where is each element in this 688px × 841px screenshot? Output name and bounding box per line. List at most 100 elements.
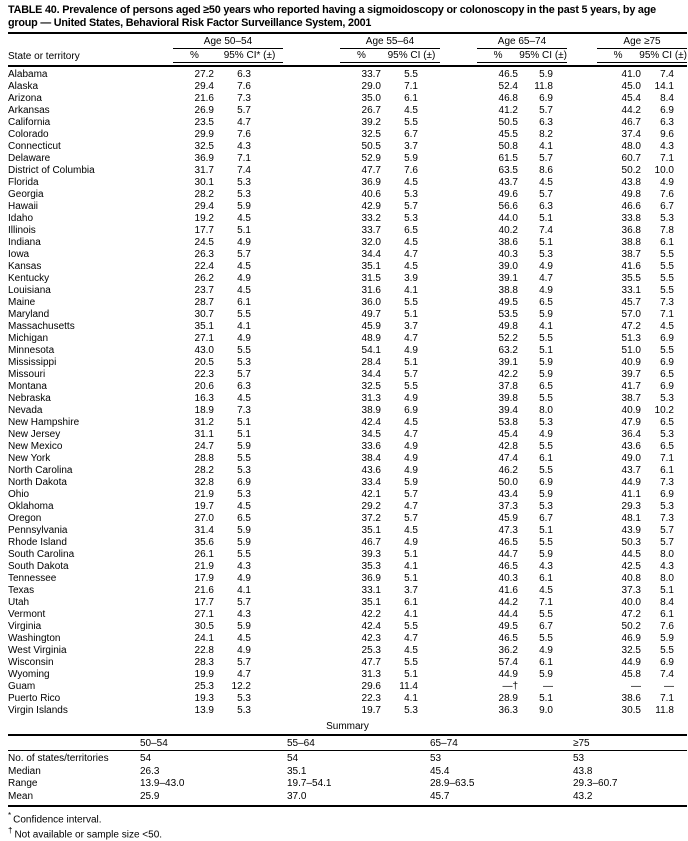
ci-65-74: 5.7	[539, 189, 553, 200]
ci-65-74: 5.3	[539, 417, 553, 428]
ci-50-54: 4.5	[237, 285, 251, 296]
footnote: * Confidence interval.	[8, 810, 687, 825]
state-name: Maine	[8, 297, 36, 308]
table-row: New York 28.8 5.5 38.4 4.9 47.4 6.1 49.0…	[8, 453, 687, 465]
ci-55-64: 4.1	[404, 609, 418, 620]
ci-65-74: 6.5	[539, 381, 553, 392]
summary-value-50-54: 13.9–43.0	[140, 778, 185, 789]
pct-75plus: 38.6	[621, 693, 641, 704]
percent-column-header: %	[493, 50, 503, 61]
ci-50-54: 4.7	[237, 669, 251, 680]
pct-65-74: 50.8	[498, 141, 518, 152]
ci-75plus: 7.4	[660, 69, 674, 80]
pct-65-74: 45.4	[498, 429, 518, 440]
pct-55-64: 32.5	[361, 129, 381, 140]
pct-75plus: 44.5	[621, 549, 641, 560]
summary-value-75plus: 53	[573, 753, 585, 764]
pct-55-64: 29.6	[361, 681, 381, 692]
summary-row: Median 26.3 35.1 45.4 43.8	[8, 766, 687, 779]
ci-55-64: 11.4	[399, 681, 418, 692]
table-row: District of Columbia 31.7 7.4 47.7 7.6 6…	[8, 165, 687, 177]
ci-55-64: 5.3	[404, 705, 418, 716]
pct-65-74: 40.2	[498, 225, 518, 236]
ci-65-74: 6.7	[539, 513, 553, 524]
pct-65-74: 44.9	[498, 669, 518, 680]
ci-55-64: 5.7	[404, 513, 418, 524]
ci-75plus: 7.3	[660, 513, 674, 524]
pct-75plus: 40.8	[621, 573, 641, 584]
summary-value-55-64: 37.0	[287, 790, 307, 802]
ci-50-54: 7.6	[237, 81, 251, 92]
ci-55-64: 5.3	[404, 189, 418, 200]
ci-50-54: 4.1	[237, 585, 251, 596]
pct-55-64: 42.9	[361, 201, 381, 212]
state-name: Missouri	[8, 369, 46, 380]
pct-50-54: 24.1	[194, 633, 214, 644]
ci-50-54: 5.9	[237, 621, 251, 632]
pct-75plus: 50.2	[621, 165, 641, 176]
pct-55-64: 22.3	[361, 693, 381, 704]
pct-75plus: 30.5	[621, 705, 641, 716]
table-row: Louisiana 23.7 4.5 31.6 4.1 38.8 4.9 33.…	[8, 285, 687, 297]
ci-65-74: 5.1	[539, 237, 553, 248]
ci-55-64: 4.1	[404, 693, 418, 704]
ci-65-74: 5.5	[539, 633, 553, 644]
pct-65-74: 46.5	[498, 537, 518, 548]
ci-55-64: 5.1	[404, 357, 418, 368]
pct-65-74: 42.2	[498, 369, 518, 380]
table-row: West Virginia 22.8 4.9 25.3 4.5 36.2 4.9…	[8, 645, 687, 657]
pct-50-54: 19.7	[194, 501, 214, 512]
state-name: Kansas	[8, 261, 42, 272]
pct-50-54: 43.0	[194, 345, 214, 356]
state-name: Virgin Islands	[8, 705, 68, 716]
ci-50-54: 5.3	[237, 465, 251, 476]
pct-55-64: 32.5	[361, 381, 381, 392]
pct-65-74: 53.8	[498, 417, 518, 428]
ci-55-64: 4.7	[404, 249, 418, 260]
footnote-text: Confidence interval.	[13, 814, 102, 826]
state-name: Alabama	[8, 69, 48, 80]
ci-65-74: 5.5	[539, 393, 553, 404]
pct-75plus: 48.1	[621, 513, 641, 524]
ci-75plus: 6.5	[660, 441, 674, 452]
summary-value-55-64: 35.1	[287, 765, 307, 777]
state-name: Oregon	[8, 513, 42, 524]
pct-65-74: 50.5	[498, 117, 518, 128]
state-name: Colorado	[8, 129, 49, 140]
pct-75plus: 33.8	[621, 213, 641, 224]
pct-65-74: 41.2	[498, 105, 518, 116]
state-column-header: State or territory	[8, 51, 80, 62]
ci-65-74: 6.9	[539, 477, 553, 488]
ci-75plus: 11.8	[655, 705, 674, 716]
ci-55-64: 4.5	[404, 261, 418, 272]
pct-75plus: 51.3	[621, 333, 641, 344]
pct-75plus: 40.9	[621, 405, 641, 416]
pct-50-54: 16.3	[194, 393, 214, 404]
ci-50-54: 5.3	[237, 357, 251, 368]
ci-75plus: 6.7	[660, 201, 674, 212]
ci-75plus: 14.1	[654, 81, 674, 92]
pct-75plus: 49.0	[621, 453, 641, 464]
pct-50-54: 20.5	[194, 357, 214, 368]
ci-75plus: 6.9	[660, 657, 674, 668]
pct-50-54: 29.4	[194, 201, 214, 212]
pct-75plus: 57.0	[621, 309, 641, 320]
ci-65-74: 6.1	[539, 453, 553, 464]
state-name: New Hampshire	[8, 417, 80, 428]
group-subheader: % 95% CI* (±)	[173, 50, 283, 63]
pct-55-64: 31.5	[361, 273, 381, 284]
pct-55-64: 33.2	[361, 213, 381, 224]
table-title: TABLE 40. Prevalence of persons aged ≥50…	[8, 4, 656, 29]
state-name: South Carolina	[8, 549, 75, 560]
pct-55-64: 35.0	[361, 93, 381, 104]
pct-55-64: 36.9	[361, 573, 381, 584]
pct-75plus: 43.9	[621, 525, 641, 536]
ci-55-64: 6.1	[404, 93, 418, 104]
ci-65-74: 11.8	[534, 81, 553, 92]
ci-65-74: 5.1	[539, 213, 553, 224]
ci-65-74: 4.9	[539, 261, 553, 272]
ci-50-54: 4.3	[237, 141, 251, 152]
table-row: Nebraska 16.3 4.5 31.3 4.9 39.8 5.5 38.7…	[8, 393, 687, 405]
summary-col-header: 65–74	[430, 738, 458, 749]
pct-65-74: 36.3	[498, 705, 518, 716]
